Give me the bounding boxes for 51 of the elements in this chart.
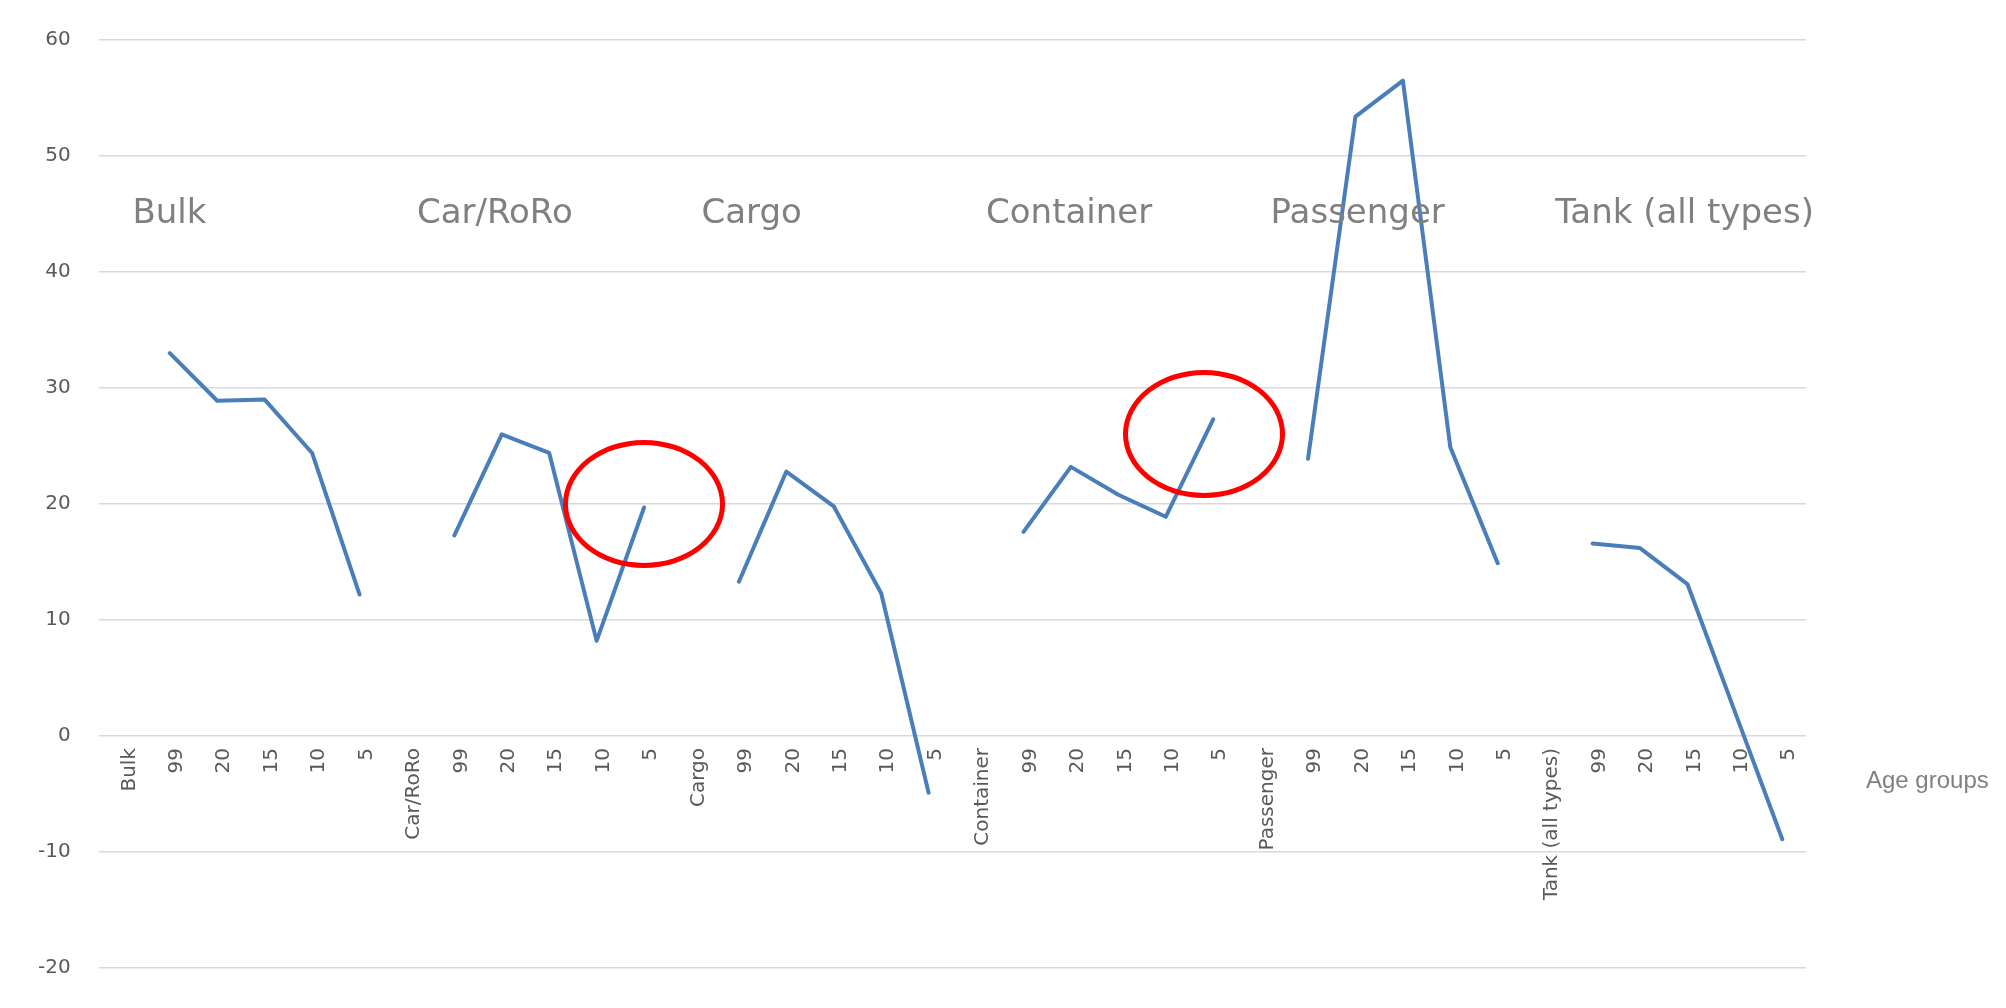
x-tick-label: 10 bbox=[1158, 748, 1183, 774]
x-tick-label: 5 bbox=[1490, 748, 1515, 761]
x-tick-label: 15 bbox=[542, 748, 567, 774]
x-tick-label: 20 bbox=[1064, 748, 1089, 774]
x-tick-label: 15 bbox=[1111, 748, 1136, 774]
x-tick-label: 15 bbox=[1680, 748, 1705, 774]
x-tick-label: 5 bbox=[1206, 748, 1231, 761]
x-tick-label: 10 bbox=[1443, 748, 1468, 774]
x-tick-label: 15 bbox=[826, 748, 851, 774]
y-tick-label: 20 bbox=[45, 490, 71, 515]
annotation: Bulk bbox=[132, 190, 207, 231]
x-tick-label: Cargo bbox=[684, 748, 709, 808]
x-tick-label: Tank (all types) bbox=[1538, 748, 1563, 902]
x-tick-label: 5 bbox=[352, 748, 377, 761]
x-tick-label: Container bbox=[969, 747, 994, 846]
x-tick-label: 99 bbox=[1301, 748, 1326, 774]
x-tick-label: 10 bbox=[874, 748, 899, 774]
y-tick-label: 40 bbox=[45, 258, 71, 283]
annotation: Cargo bbox=[701, 190, 802, 231]
x-axis-title: Age groups bbox=[1866, 765, 1989, 793]
x-tick-label: 20 bbox=[494, 748, 519, 774]
x-tick-label: 5 bbox=[921, 748, 946, 761]
y-tick-label: 60 bbox=[45, 26, 71, 51]
x-tick-label: 20 bbox=[779, 748, 804, 774]
x-tick-label: 5 bbox=[637, 748, 662, 761]
y-tick-label: 0 bbox=[57, 722, 71, 747]
x-tick-label: Passenger bbox=[1253, 747, 1278, 851]
annotation: Tank (all types) bbox=[1554, 190, 1814, 231]
x-tick-label: 10 bbox=[305, 748, 330, 774]
x-tick-label: 15 bbox=[1396, 748, 1421, 774]
x-tick-label: 99 bbox=[1585, 748, 1610, 774]
x-tick-label: 10 bbox=[1728, 748, 1753, 774]
x-tick-label: 99 bbox=[1016, 748, 1041, 774]
x-tick-label: 99 bbox=[447, 748, 472, 774]
x-tick-label: 99 bbox=[163, 748, 188, 774]
x-tick-label: 99 bbox=[732, 748, 757, 774]
annotation: Car/RoRo bbox=[416, 190, 573, 231]
x-tick-label: 20 bbox=[1348, 748, 1373, 774]
y-tick-label: -10 bbox=[37, 838, 71, 863]
x-tick-label: 20 bbox=[210, 748, 235, 774]
x-tick-label: Bulk bbox=[115, 747, 140, 792]
x-tick-label: 20 bbox=[1633, 748, 1658, 774]
x-tick-label: 5 bbox=[1775, 748, 1800, 761]
y-tick-label: 10 bbox=[45, 606, 71, 631]
annotation: Container bbox=[986, 190, 1153, 231]
y-tick-label: 30 bbox=[45, 374, 71, 399]
x-tick-label: 10 bbox=[589, 748, 614, 774]
y-tick-label: 50 bbox=[45, 142, 71, 167]
x-tick-label: 15 bbox=[257, 748, 282, 774]
x-tick-label: Car/RoRo bbox=[400, 748, 425, 840]
y-tick-label: -20 bbox=[37, 954, 71, 979]
